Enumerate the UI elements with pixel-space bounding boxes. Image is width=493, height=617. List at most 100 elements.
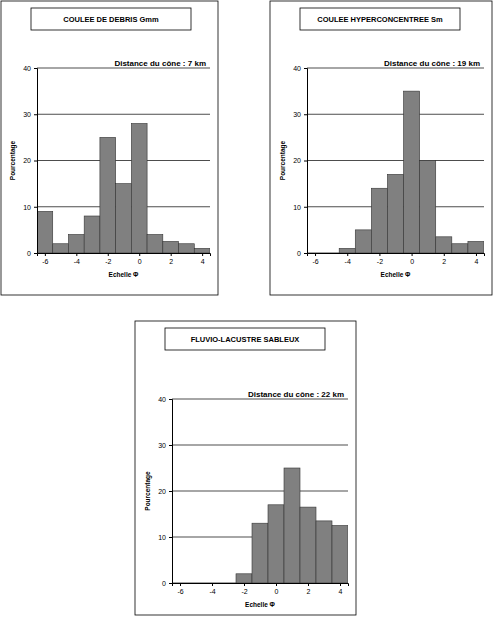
- y-tick-mark: [34, 161, 37, 162]
- chart-title: COULEE HYPERCONCENTREE Sm: [317, 15, 443, 24]
- y-tick-label: 40: [293, 65, 301, 72]
- x-tick-mark: [76, 253, 77, 256]
- y-tick-label: 10: [158, 534, 166, 541]
- title-box: [300, 8, 460, 30]
- bar: [452, 244, 468, 253]
- x-tick-label: 4: [339, 588, 343, 595]
- y-tick-label: 30: [23, 111, 31, 118]
- y-axis-line: [169, 400, 173, 584]
- x-tick: 0: [138, 253, 142, 265]
- chart: FLUVIO-LACUSTRE SABLEUX-6-4-202401020304…: [135, 321, 356, 615]
- y-axis-line: [34, 69, 38, 254]
- bars: [37, 124, 210, 254]
- x-tick: 4: [201, 253, 205, 265]
- y-tick: 20: [23, 157, 37, 164]
- x-axis: -6-4-2024: [38, 253, 211, 265]
- bar: [68, 235, 84, 254]
- grid: [307, 68, 484, 253]
- x-tick: -6: [42, 253, 48, 265]
- x-tick-mark: [244, 583, 245, 586]
- x-tick-label: -6: [177, 588, 183, 595]
- x-tick: 2: [307, 583, 311, 595]
- x-tick: -2: [105, 253, 111, 265]
- y-tick-mark: [304, 207, 307, 208]
- x-tick-mark: [45, 253, 46, 256]
- y-tick: 30: [158, 442, 172, 449]
- y-axis: 010203040: [23, 65, 37, 257]
- x-tick: 0: [275, 583, 279, 595]
- y-tick-mark: [304, 68, 307, 69]
- x-tick-mark: [340, 583, 341, 586]
- bar: [188, 583, 204, 584]
- y-tick-mark: [304, 161, 307, 162]
- x-tick-mark: [139, 253, 140, 256]
- grid-line: [307, 114, 484, 115]
- x-tick-label: 0: [410, 258, 414, 265]
- y-axis: 010203040: [293, 65, 307, 257]
- x-tick-label: -6: [312, 258, 318, 265]
- bar: [84, 216, 100, 253]
- y-axis-line: [304, 69, 308, 254]
- y-tick-mark: [304, 114, 307, 115]
- x-tick-label: -2: [377, 258, 383, 265]
- y-tick: 10: [293, 203, 307, 210]
- bar: [307, 253, 323, 254]
- x-tick: 4: [339, 583, 343, 595]
- x-tick-mark: [379, 253, 380, 256]
- x-tick-label: -4: [345, 258, 351, 265]
- x-tick: -4: [345, 253, 351, 265]
- bar: [339, 248, 355, 253]
- x-tick: 0: [410, 253, 414, 265]
- x-tick-mark: [171, 253, 172, 256]
- annotation: Distance du cône : 22 km: [248, 390, 344, 399]
- x-tick-mark: [476, 253, 477, 256]
- y-axis: 010203040: [158, 396, 172, 587]
- y-tick-label: 20: [23, 157, 31, 164]
- grid-line: [37, 160, 210, 161]
- y-tick: 0: [162, 580, 172, 587]
- grid-line: [37, 114, 210, 115]
- bar: [316, 521, 332, 583]
- x-tick-label: 4: [475, 258, 479, 265]
- x-tick-mark: [308, 583, 309, 586]
- y-tick-mark: [34, 68, 37, 69]
- title-box: [165, 328, 325, 350]
- chart-border: [1, 1, 218, 295]
- bar: [236, 574, 252, 583]
- bar: [284, 468, 300, 583]
- x-tick-mark: [276, 583, 277, 586]
- y-tick-mark: [34, 114, 37, 115]
- bar: [332, 526, 348, 584]
- grid-line: [307, 160, 484, 161]
- bar: [194, 248, 210, 253]
- y-tick-label: 20: [158, 488, 166, 495]
- x-tick-label: -6: [42, 258, 48, 265]
- bar: [387, 174, 403, 253]
- y-tick: 40: [293, 65, 307, 72]
- x-axis-line: [173, 584, 349, 587]
- x-tick: 2: [169, 253, 173, 265]
- bars: [339, 91, 484, 253]
- y-tick-mark: [34, 207, 37, 208]
- bar: [163, 241, 179, 253]
- x-tick-mark: [444, 253, 445, 256]
- figure: COULEE DE DEBRIS Gmm-6-4-2024010203040Di…: [0, 0, 493, 617]
- title-box: [31, 8, 191, 30]
- bar: [404, 91, 420, 253]
- y-tick-label: 30: [293, 111, 301, 118]
- y-tick-label: 30: [158, 442, 166, 449]
- y-axis-label: Pourcentage: [144, 471, 152, 511]
- x-tick-mark: [202, 253, 203, 256]
- grid-line: [172, 445, 348, 446]
- x-tick-label: -2: [241, 588, 247, 595]
- bar: [179, 244, 195, 253]
- x-tick: -6: [177, 583, 183, 595]
- x-tick-mark: [347, 253, 348, 256]
- bar: [371, 188, 387, 253]
- grid: [37, 68, 210, 253]
- x-tick-mark: [180, 583, 181, 586]
- x-tick-label: 2: [442, 258, 446, 265]
- x-tick: -6: [312, 253, 318, 265]
- bar: [53, 244, 69, 253]
- y-tick: 0: [297, 250, 307, 257]
